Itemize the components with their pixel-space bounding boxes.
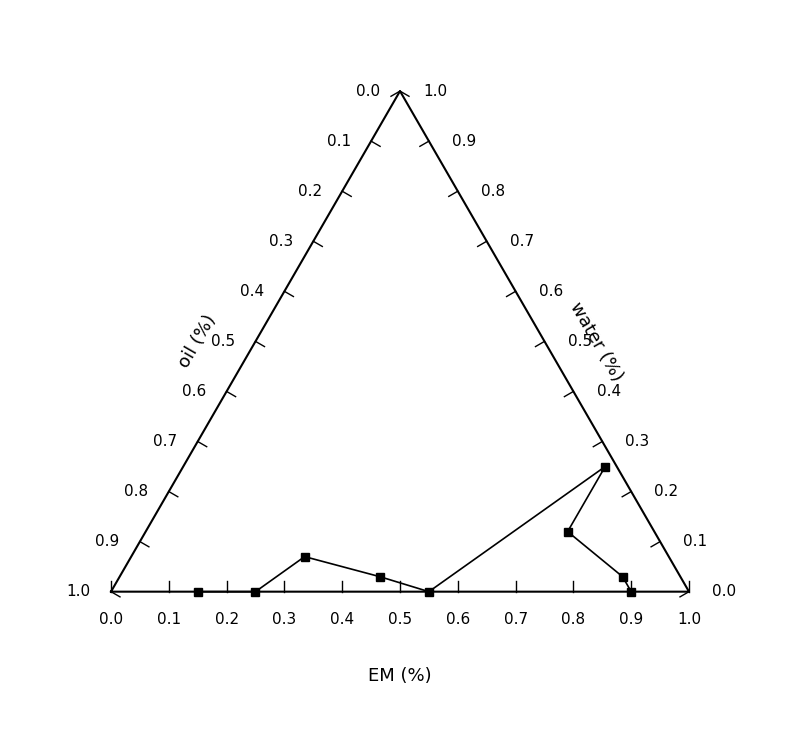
Text: 0.2: 0.2: [214, 612, 238, 627]
Text: 0.7: 0.7: [503, 612, 528, 627]
Text: 0.3: 0.3: [272, 612, 297, 627]
Text: 0.5: 0.5: [211, 334, 235, 349]
Text: 0.6: 0.6: [446, 612, 470, 627]
Text: 0.9: 0.9: [619, 612, 643, 627]
Text: 0.5: 0.5: [388, 612, 412, 627]
Text: 0.8: 0.8: [481, 184, 505, 199]
Text: water (%): water (%): [566, 299, 626, 384]
Text: 1.0: 1.0: [677, 612, 701, 627]
Text: 1.0: 1.0: [66, 584, 90, 599]
Text: 0.4: 0.4: [330, 612, 354, 627]
Text: oil (%): oil (%): [175, 312, 220, 371]
Text: 0.7: 0.7: [510, 234, 534, 249]
Text: 0.6: 0.6: [182, 384, 206, 399]
Text: 0.2: 0.2: [298, 184, 322, 199]
Text: 1.0: 1.0: [423, 84, 447, 98]
Text: 0.0: 0.0: [712, 584, 736, 599]
Text: 0.9: 0.9: [452, 133, 476, 149]
Text: 0.9: 0.9: [95, 534, 120, 549]
Text: 0.4: 0.4: [597, 384, 621, 399]
Text: 0.3: 0.3: [269, 234, 293, 249]
Text: 0.6: 0.6: [538, 284, 563, 299]
Text: 0.8: 0.8: [125, 484, 149, 499]
Text: 0.8: 0.8: [562, 612, 586, 627]
Text: 0.1: 0.1: [326, 133, 351, 149]
Text: 0.1: 0.1: [157, 612, 181, 627]
Text: 0.2: 0.2: [654, 484, 678, 499]
Text: EM (%): EM (%): [368, 667, 432, 685]
Text: 0.3: 0.3: [626, 434, 650, 449]
Text: 0.7: 0.7: [154, 434, 178, 449]
Text: 0.5: 0.5: [568, 334, 592, 349]
Text: 0.0: 0.0: [99, 612, 123, 627]
Text: 0.4: 0.4: [240, 284, 264, 299]
Text: 0.0: 0.0: [356, 84, 380, 98]
Text: 0.1: 0.1: [683, 534, 707, 549]
